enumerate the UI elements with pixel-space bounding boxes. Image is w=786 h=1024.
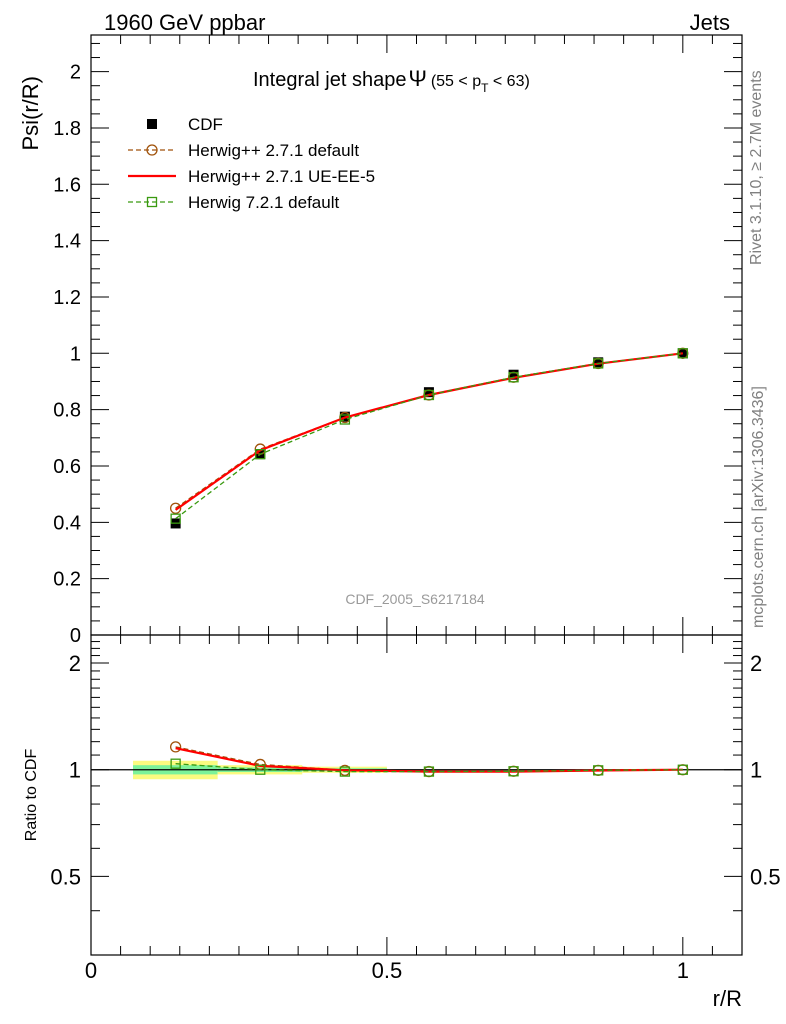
- header-left-label: 1960 GeV ppbar: [104, 10, 265, 35]
- analysis-watermark: CDF_2005_S6217184: [345, 591, 485, 607]
- mcplots-label: mcplots.cern.ch [arXiv:1306.3436]: [750, 386, 767, 628]
- y-tick-label: 0.2: [53, 569, 81, 591]
- legend-label: Herwig++ 2.7.1 default: [188, 141, 359, 160]
- cdf-data-point: [677, 348, 688, 359]
- x-tick-label: 0: [85, 958, 97, 983]
- cdf-data-point: [593, 357, 604, 368]
- legend-square-marker: [146, 196, 158, 208]
- ratio-y-tick-label: 2: [69, 651, 81, 676]
- herwig-default-point: [169, 502, 182, 514]
- x-tick-label: 0.5: [372, 958, 403, 983]
- legend-label: Herwig++ 2.7.1 UE-EE-5: [188, 167, 375, 186]
- x-axis-label: r/R: [713, 986, 742, 1011]
- herwig7-line: [175, 352, 683, 520]
- ratio-herwig7-point: [255, 764, 266, 775]
- herwig7-point: [170, 513, 181, 524]
- header-right-label: Jets: [690, 10, 730, 35]
- herwig7-point: [508, 372, 519, 383]
- herwig-ue-line: [174, 352, 683, 511]
- ratio-y-tick-label: 0.5: [50, 864, 81, 889]
- y-axis-label: Psi(r/R): [18, 76, 43, 151]
- y-tick-label: 2: [70, 62, 81, 84]
- legend-entry: Herwig++ 2.7.1 UE-EE-5: [128, 167, 375, 186]
- ratio-y-axis-label: Ratio to CDF: [23, 749, 40, 842]
- legend-entry: Herwig 7.2.1 default: [128, 193, 339, 212]
- y-tick-label: 0.4: [53, 512, 81, 534]
- herwig-default-line: [175, 352, 683, 509]
- ratio-herwig7-point: [423, 766, 435, 777]
- series-cdf: [170, 348, 688, 529]
- cdf-data-point: [508, 369, 519, 380]
- ratio-herwig7-point: [339, 766, 351, 777]
- ratio-panel-frame: [90, 634, 743, 956]
- ratio-herwig7-point: [508, 766, 519, 777]
- y-tick-label: 0: [70, 625, 81, 647]
- main-panel: 0 0.2 0.4 0.6 0.8 1 1.2 1.4 1.6 1.8 2 CDF_2005_S62…: [18, 34, 743, 647]
- y-tick-label: 0.8: [53, 400, 81, 422]
- ratio-herwig7-line: [175, 763, 683, 773]
- legend: CDF Herwig++ 2.7.1 default Herwig++ 2.7.1 …: [128, 115, 375, 212]
- ratio-herwig7-point: [170, 758, 181, 769]
- ratio-herwig-default-point: [169, 741, 182, 753]
- series-herwig-2-7-1-default: [169, 347, 689, 514]
- y-tick-label: 1.8: [53, 118, 81, 140]
- rivet-version-label: Rivet 3.1.10, ≥ 2.7M events: [748, 70, 765, 265]
- herwig7-point: [255, 449, 266, 460]
- legend-label: Herwig 7.2.1 default: [188, 193, 339, 212]
- herwig7-point: [423, 389, 435, 401]
- ratio-herwig-ue-line: [175, 747, 683, 773]
- herwig7-point: [593, 358, 604, 369]
- ratio-y-tick-label: 1: [69, 758, 81, 783]
- plot-title: Integral jet shapeΨ (55 < pT < 63): [253, 66, 530, 95]
- cdf-data-point: [423, 387, 434, 398]
- ratio-series-herwig-2-7-1-ue-ee-5: [175, 747, 683, 773]
- legend-circle-marker: [146, 144, 158, 156]
- ratio-series-herwig-7-2-1-default: [170, 758, 688, 777]
- ratio-y-tick-label-right: 0.5: [750, 864, 781, 889]
- legend-cdf-marker: [147, 119, 157, 129]
- series-herwig-2-7-1-ue-ee-5: [174, 352, 683, 511]
- ratio-panel: 0.5 0.5 1 1 2 2 0 0.5 1 Ratio to CDF r/R: [23, 634, 781, 1011]
- series-herwig-7-2-1-default: [170, 348, 688, 524]
- herwig7-point: [677, 348, 688, 359]
- y-tick-label: 1.6: [53, 174, 81, 196]
- y-tick-label: 1.4: [53, 231, 81, 253]
- ratio-herwig7-point: [677, 764, 688, 775]
- ratio-herwig7-point: [593, 765, 604, 776]
- legend-entry: CDF: [147, 115, 223, 134]
- herwig7-point: [339, 414, 351, 425]
- ratio-y-tick-label-right: 1: [750, 758, 762, 783]
- y-tick-label: 1.2: [53, 287, 81, 309]
- y-tick-label: 1: [70, 343, 81, 365]
- y-tick-label: 0.6: [53, 456, 81, 478]
- legend-entry: Herwig++ 2.7.1 default: [128, 141, 359, 160]
- ratio-y-tick-label-right: 2: [750, 651, 762, 676]
- legend-label: CDF: [188, 115, 223, 134]
- x-tick-label: 1: [677, 958, 689, 983]
